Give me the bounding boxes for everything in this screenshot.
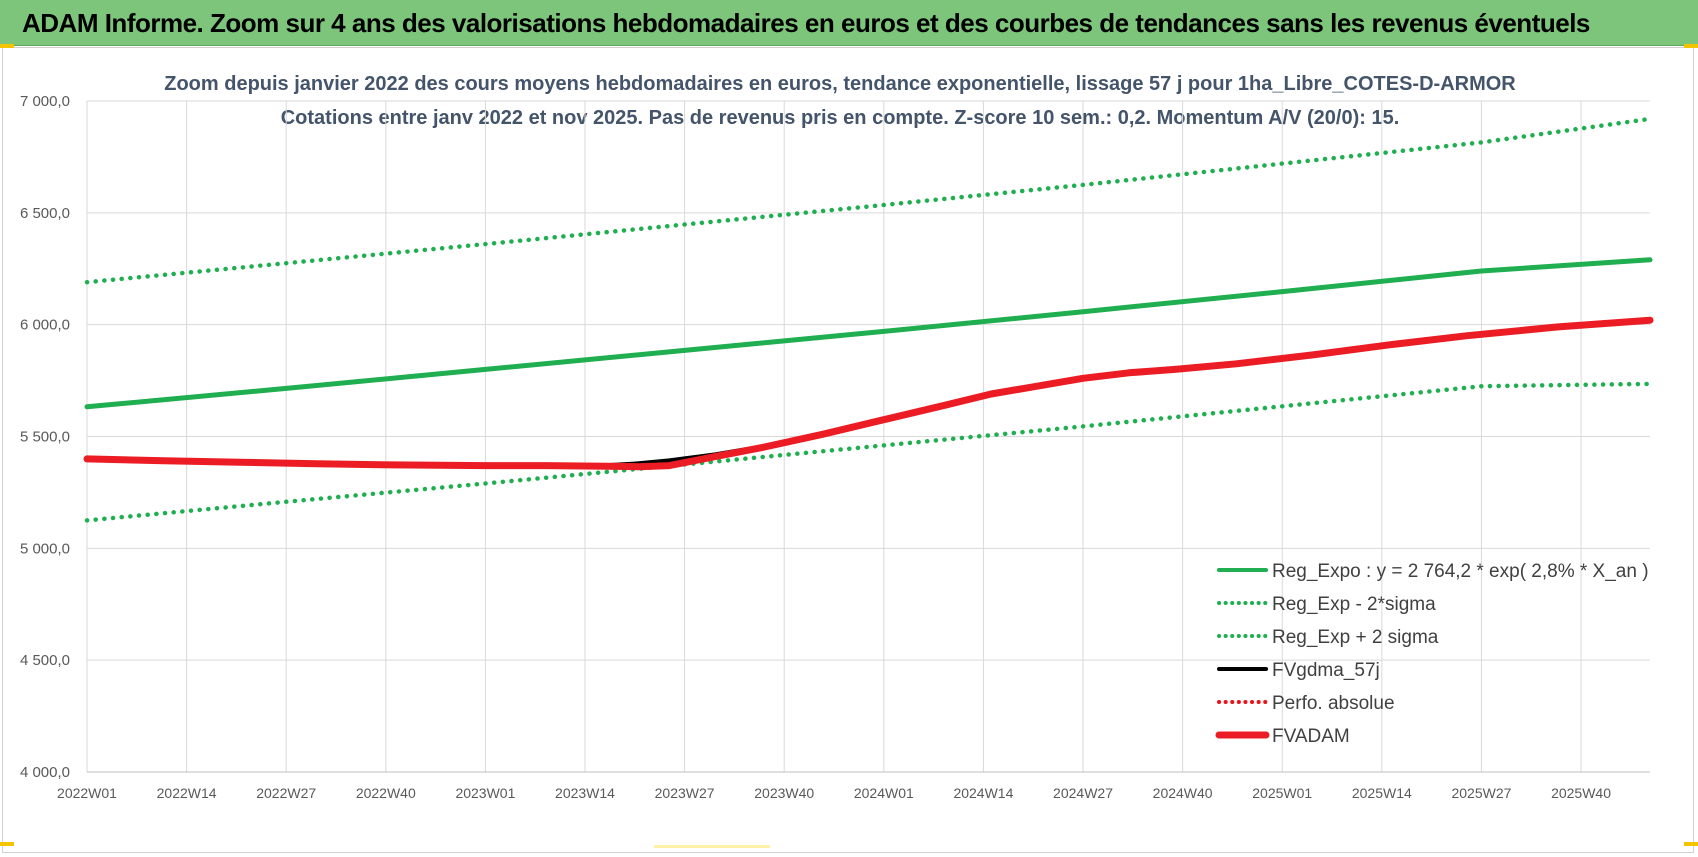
x-tick-label: 2024W01 (854, 785, 914, 801)
x-tick-label: 2022W40 (356, 785, 416, 801)
legend-label: Perfo. absolue (1272, 693, 1395, 714)
series-line-5 (83, 316, 1654, 471)
plot-area (83, 116, 1654, 523)
x-tick-label: 2025W14 (1352, 785, 1412, 801)
x-tick-label: 2025W01 (1252, 785, 1312, 801)
y-axis: 4 000,0 4 500,0 5 000,0 5 500,0 6 000,0 6 500… (20, 93, 70, 781)
y-tick-label: 6 500,0 (20, 205, 70, 222)
x-tick-label: 2022W14 (157, 785, 217, 801)
x-tick-label: 2025W40 (1551, 785, 1611, 801)
grid (86, 100, 1650, 773)
corner-marker-left (0, 44, 14, 48)
legend-label: FVgdma_57j (1272, 660, 1380, 681)
x-tick-label: 2024W40 (1153, 785, 1213, 801)
x-tick-label: 2023W01 (455, 785, 515, 801)
corner-marker-right (1684, 44, 1698, 48)
bottom-accent (654, 845, 770, 848)
legend: Reg_Expo : y = 2 764,2 * exp( 2,8% * X_a… (1215, 561, 1649, 747)
y-tick-label: 7 000,0 (20, 93, 70, 110)
x-tick-label: 2023W14 (555, 785, 615, 801)
corner-marker-bottom-right (1684, 842, 1698, 846)
x-tick-label: 2023W27 (655, 785, 715, 801)
y-tick-label: 4 500,0 (20, 652, 70, 669)
y-tick-label: 4 000,0 (20, 764, 70, 781)
series-line-0 (84, 257, 1653, 410)
x-tick-label: 2022W27 (256, 785, 316, 801)
legend-label: Reg_Expo : y = 2 764,2 * exp( 2,8% * X_a… (1272, 561, 1649, 582)
y-tick-label: 5 000,0 (20, 540, 70, 557)
legend-label: Reg_Exp + 2 sigma (1272, 627, 1439, 648)
chart-title: Zoom depuis janvier 2022 des cours moyen… (164, 73, 1516, 95)
corner-marker-bottom-left (0, 842, 14, 846)
legend-label: Reg_Exp - 2*sigma (1272, 594, 1436, 615)
x-tick-label: 2022W01 (57, 785, 117, 801)
y-tick-label: 5 500,0 (20, 429, 70, 446)
x-tick-label: 2024W14 (953, 785, 1013, 801)
y-tick-label: 6 000,0 (20, 317, 70, 334)
x-tick-label: 2025W27 (1451, 785, 1511, 801)
series-line-1 (84, 381, 1653, 523)
series-line-2 (84, 116, 1653, 285)
x-axis: 2022W01 2022W14 2022W27 2022W40 2023W01 2023W… (57, 785, 1611, 801)
chart-subtitle: Cotations entre janv 2022 et nov 2025. P… (281, 107, 1400, 129)
header-banner: ADAM Informe. Zoom sur 4 ans des valoris… (0, 0, 1698, 46)
legend-label: FVADAM (1272, 726, 1350, 747)
page-title: ADAM Informe. Zoom sur 4 ans des valoris… (22, 8, 1590, 38)
x-tick-label: 2023W40 (754, 785, 814, 801)
x-tick-label: 2024W27 (1053, 785, 1113, 801)
